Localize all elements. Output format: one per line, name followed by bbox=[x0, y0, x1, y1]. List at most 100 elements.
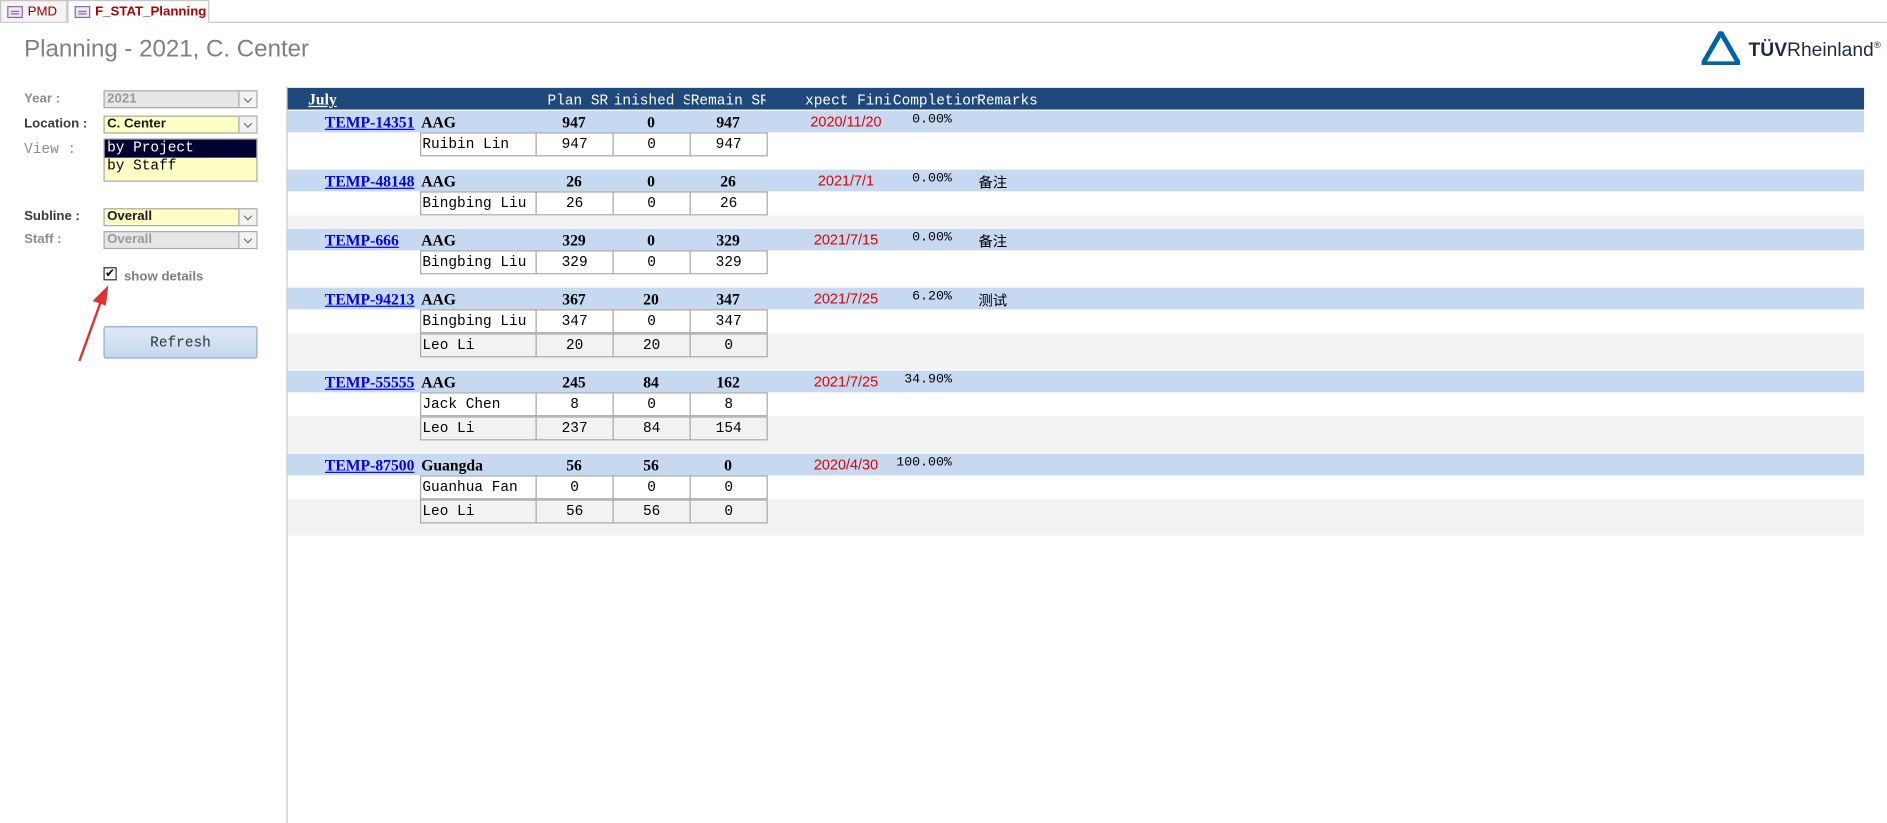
panel-divider bbox=[286, 86, 288, 823]
refresh-button[interactable]: Refresh bbox=[103, 326, 258, 359]
project-completion: 0.00% bbox=[912, 231, 952, 246]
project-remain: 162 bbox=[716, 373, 740, 392]
project-finished: 84 bbox=[643, 373, 659, 392]
staff-label: Staff : bbox=[24, 232, 62, 247]
staff-plan: 56 bbox=[535, 499, 614, 524]
project-remain: 0 bbox=[724, 456, 732, 475]
staff-remain: 0 bbox=[689, 333, 768, 358]
project-row: TEMP-48148 AAG 26 0 26 2021/7/1 0.00% 备注 bbox=[287, 169, 1865, 192]
staff-finished: 0 bbox=[612, 309, 691, 334]
row-gap bbox=[287, 357, 1865, 370]
project-customer: AAG bbox=[421, 172, 456, 191]
project-expect-finish: 2021/7/1 bbox=[817, 172, 875, 189]
project-row: TEMP-87500 Guangda 56 56 0 2020/4/30 100… bbox=[287, 453, 1865, 476]
chevron-down-icon[interactable]: ⌵ bbox=[238, 91, 257, 108]
row-gap bbox=[287, 274, 1865, 287]
staff-plan: 947 bbox=[535, 132, 614, 157]
subline-value: Overall bbox=[107, 209, 153, 224]
staff-name: Leo Li bbox=[419, 499, 537, 524]
project-link[interactable]: TEMP-48148 bbox=[324, 172, 415, 191]
row-gap bbox=[287, 523, 1865, 536]
project-completion: 100.00% bbox=[896, 456, 952, 471]
staff-remain: 329 bbox=[689, 250, 768, 275]
project-completion: 0.00% bbox=[912, 172, 952, 187]
project-row: TEMP-14351 AAG 947 0 947 2020/11/20 0.00… bbox=[287, 110, 1865, 133]
show-details-checkbox[interactable]: ✔ bbox=[103, 267, 117, 281]
staff-row: Leo Li 237 84 154 bbox=[287, 416, 1865, 441]
project-completion: 34.90% bbox=[904, 373, 952, 388]
location-select[interactable]: C. Center ⌵ bbox=[103, 115, 258, 134]
form-icon bbox=[74, 6, 91, 19]
chevron-down-icon[interactable]: ⌵ bbox=[238, 116, 257, 133]
staff-remain: 154 bbox=[689, 416, 768, 441]
chevron-down-icon[interactable]: ⌵ bbox=[238, 232, 257, 248]
year-select[interactable]: 2021 ⌵ bbox=[103, 90, 258, 109]
staff-finished: 0 bbox=[612, 132, 691, 157]
brand-logo-text: TÜVRheinland® bbox=[1749, 40, 1881, 62]
staff-plan: 329 bbox=[535, 250, 614, 275]
view-option-by-project[interactable]: by Project bbox=[104, 139, 257, 158]
staff-finished: 20 bbox=[612, 333, 691, 358]
project-remain: 329 bbox=[716, 231, 740, 250]
project-plan: 947 bbox=[562, 113, 586, 132]
project-expect-finish: 2020/11/20 bbox=[810, 113, 882, 130]
chevron-down-icon[interactable]: ⌵ bbox=[238, 209, 257, 226]
project-link[interactable]: TEMP-94213 bbox=[324, 290, 415, 309]
view-option-by-staff[interactable]: by Staff bbox=[107, 157, 177, 175]
month-label: July bbox=[308, 90, 337, 109]
project-plan: 26 bbox=[566, 172, 582, 191]
tab-label: PMD bbox=[27, 4, 58, 20]
brand-mark: ® bbox=[1873, 39, 1881, 51]
project-expect-finish: 2021/7/25 bbox=[813, 290, 879, 307]
project-plan: 56 bbox=[566, 456, 582, 475]
staff-plan: 237 bbox=[535, 416, 614, 441]
tab-pmd[interactable]: PMD bbox=[0, 0, 68, 22]
project-finished: 0 bbox=[647, 172, 655, 191]
year-label: Year : bbox=[24, 91, 61, 106]
staff-remain: 347 bbox=[689, 309, 768, 334]
col-plan-sr: Plan SR bbox=[547, 92, 608, 110]
project-plan: 367 bbox=[562, 290, 586, 309]
project-customer: Guangda bbox=[421, 456, 483, 475]
staff-row: Bingbing Liu 26 0 26 bbox=[288, 191, 1864, 216]
project-plan: 245 bbox=[562, 373, 586, 392]
col-completion: Completion bbox=[892, 92, 978, 110]
staff-row: Leo Li 56 56 0 bbox=[287, 499, 1865, 524]
view-label: View : bbox=[24, 140, 77, 158]
staff-plan: 0 bbox=[535, 475, 614, 500]
staff-remain: 0 bbox=[689, 499, 768, 524]
project-link[interactable]: TEMP-55555 bbox=[324, 373, 415, 392]
project-row: TEMP-55555 AAG 245 84 162 2021/7/25 34.9… bbox=[287, 370, 1865, 393]
page-title: Planning - 2021, C. Center bbox=[24, 36, 310, 63]
project-customer: AAG bbox=[421, 373, 456, 392]
project-link[interactable]: TEMP-14351 bbox=[324, 113, 415, 132]
staff-finished: 56 bbox=[612, 499, 691, 524]
staff-name: Ruibin Lin bbox=[419, 132, 537, 157]
project-finished: 20 bbox=[643, 290, 659, 309]
project-link[interactable]: TEMP-666 bbox=[324, 231, 399, 250]
project-remain: 947 bbox=[716, 113, 740, 132]
subline-label: Subline : bbox=[24, 209, 80, 224]
col-remarks: Remarks bbox=[977, 92, 1038, 110]
staff-plan: 8 bbox=[535, 392, 614, 417]
brand-part1: TÜV bbox=[1748, 40, 1788, 61]
staff-row: Bingbing Liu 329 0 329 bbox=[288, 250, 1864, 275]
staff-row: Jack Chen 8 0 8 bbox=[288, 392, 1864, 417]
staff-plan: 347 bbox=[535, 309, 614, 334]
project-completion: 0.00% bbox=[912, 113, 952, 128]
tuv-logo-icon bbox=[1701, 31, 1741, 65]
tab-f-stat-planning[interactable]: F_STAT_Planning bbox=[67, 0, 210, 23]
row-gap bbox=[287, 215, 1865, 228]
project-finished: 0 bbox=[647, 231, 655, 250]
staff-name: Leo Li bbox=[419, 333, 537, 358]
staff-select[interactable]: Overall ⌵ bbox=[103, 231, 258, 250]
project-remarks: 备注 bbox=[978, 174, 1008, 192]
staff-finished: 0 bbox=[612, 191, 691, 216]
report-header: July Plan SR inished S Remain SR xpect F… bbox=[287, 87, 1865, 110]
project-link[interactable]: TEMP-87500 bbox=[324, 456, 415, 475]
view-listbox[interactable]: by Project by Staff bbox=[103, 138, 258, 182]
location-label: Location : bbox=[24, 116, 88, 132]
subline-select[interactable]: Overall ⌵ bbox=[103, 208, 258, 227]
col-finished-sr: inished S bbox=[613, 92, 690, 110]
staff-finished: 0 bbox=[612, 392, 691, 417]
